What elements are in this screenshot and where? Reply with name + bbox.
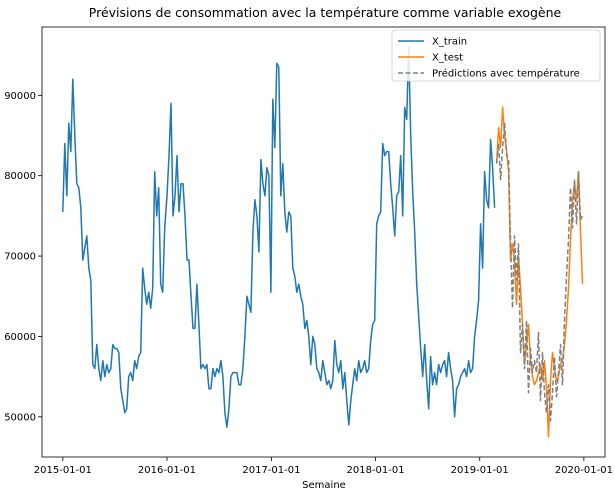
legend-label-3: Prédictions avec température xyxy=(432,68,580,80)
y-tick-label: 70000 xyxy=(4,252,36,263)
x-axis: 2015-01-01 2016-01-01 2017-01-01 2018-01-01… xyxy=(34,457,613,476)
legend-box xyxy=(391,29,601,82)
series-line-3 xyxy=(495,122,584,422)
legend-label-2: X_test xyxy=(432,53,463,64)
x-tick-label: 2018-01-01 xyxy=(347,465,405,476)
x-tick-label: 2019-01-01 xyxy=(451,465,509,476)
y-axis: 50000 60000 70000 80000 90000 xyxy=(4,91,42,423)
series-line-1 xyxy=(62,46,496,429)
chart-legend: X_train X_test Prédictions avec températur… xyxy=(391,29,601,82)
y-tick-label: 80000 xyxy=(4,171,36,182)
x-tick-label: 2020-01-01 xyxy=(555,465,613,476)
plot-area xyxy=(41,26,606,458)
chart-title: Prévisions de consommation avec la tempé… xyxy=(89,5,562,20)
x-axis-label: Semaine xyxy=(302,480,346,491)
y-tick-label: 60000 xyxy=(4,332,36,343)
x-tick-label: 2015-01-01 xyxy=(34,465,92,476)
plot-frame xyxy=(41,26,606,458)
y-tick-label: 90000 xyxy=(4,91,36,102)
legend-label-1: X_train xyxy=(432,37,467,48)
y-tick-label: 50000 xyxy=(4,412,36,423)
series-layer xyxy=(62,46,584,438)
series-line-2 xyxy=(495,106,584,438)
x-tick-label: 2016-01-01 xyxy=(138,465,196,476)
x-tick-label: 2017-01-01 xyxy=(242,465,300,476)
